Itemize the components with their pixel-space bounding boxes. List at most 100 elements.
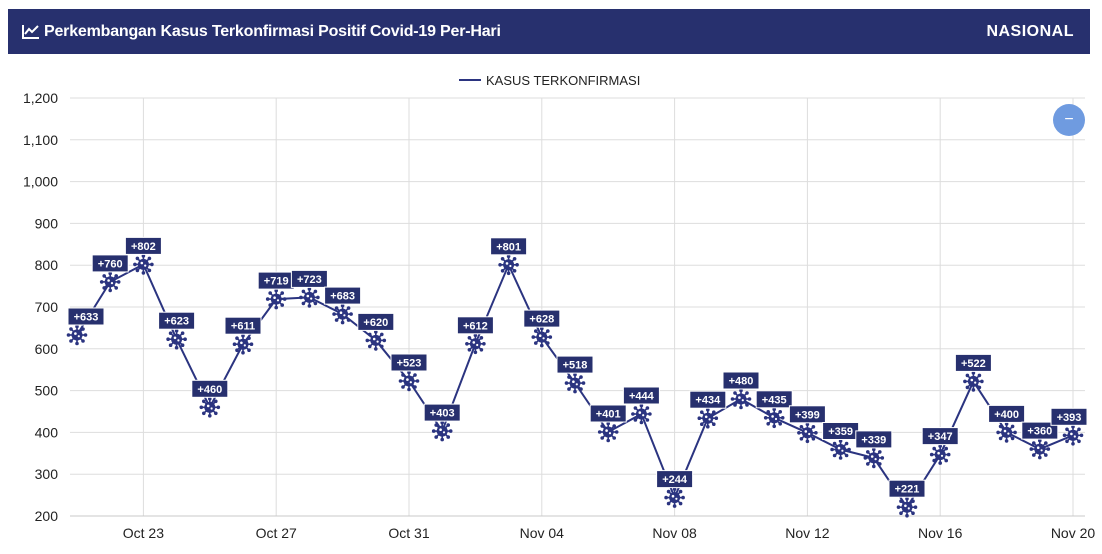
markers [66, 254, 1084, 518]
x-tick-label: Nov 04 [520, 525, 565, 541]
zoom-out-button[interactable]: − [1053, 104, 1085, 136]
svg-text:+400: +400 [994, 409, 1019, 421]
svg-text:+460: +460 [197, 384, 222, 396]
virus-icon [797, 422, 818, 444]
virus-icon [996, 422, 1017, 443]
virus-icon [763, 407, 785, 429]
virus-icon [265, 288, 287, 310]
svg-text:+403: +403 [430, 408, 455, 420]
virus-icon [664, 487, 685, 508]
virus-icon [963, 371, 984, 392]
data-label: +399 [788, 405, 826, 424]
svg-text:+221: +221 [895, 484, 920, 496]
svg-text:+628: +628 [529, 314, 554, 326]
y-axis: 200 300 400 500 600 700 800 900 1,000 1,100 1,200 [23, 90, 58, 524]
y-tick-label: 200 [35, 508, 59, 524]
data-label: +360 [1021, 421, 1059, 440]
data-label: +393 [1050, 407, 1088, 426]
virus-icon [66, 324, 88, 346]
svg-text:+359: +359 [828, 426, 853, 438]
x-tick-label: Nov 08 [652, 525, 697, 541]
svg-text:+801: +801 [496, 241, 521, 253]
data-label: +244 [656, 470, 694, 489]
virus-icon [730, 388, 752, 410]
virus-icon [299, 287, 320, 308]
svg-text:+612: +612 [463, 320, 488, 332]
svg-text:+518: +518 [563, 360, 588, 372]
virus-icon [232, 333, 254, 355]
virus-icon [929, 444, 951, 465]
x-tick-label: Nov 12 [785, 525, 830, 541]
svg-text:+360: +360 [1027, 426, 1052, 438]
data-label: +434 [689, 390, 727, 409]
y-tick-label: 900 [35, 215, 59, 231]
svg-text:+522: +522 [961, 358, 986, 370]
svg-text:+435: +435 [762, 394, 787, 406]
x-axis: Oct 23 Oct 27 Oct 31 Nov 04 Nov 08 Nov 12 Nov … [123, 525, 1096, 541]
svg-text:+760: +760 [98, 258, 123, 270]
data-label: +633 [67, 307, 105, 326]
y-tick-label: 600 [35, 341, 59, 357]
data-label: +612 [456, 316, 494, 335]
virus-icon [1029, 438, 1051, 460]
svg-text:+244: +244 [662, 474, 688, 486]
x-tick-label: Oct 31 [388, 525, 429, 541]
virus-icon [597, 421, 619, 443]
data-label: +802 [124, 236, 162, 255]
svg-text:+339: +339 [861, 434, 886, 446]
virus-icon [697, 407, 719, 429]
virus-icon [564, 372, 586, 394]
data-label: +620 [357, 312, 395, 331]
virus-icon [863, 447, 885, 469]
data-label: +444 [622, 386, 660, 405]
svg-text:+723: +723 [297, 274, 322, 286]
x-tick-label: Oct 23 [123, 525, 164, 541]
data-label: +221 [888, 479, 926, 498]
svg-text:+523: +523 [397, 358, 422, 370]
data-label: +623 [158, 311, 196, 330]
data-label: +522 [954, 353, 992, 372]
virus-icon [498, 254, 519, 276]
data-label: +723 [290, 269, 328, 288]
y-tick-label: 800 [35, 257, 59, 273]
chart-title: Perkembangan Kasus Terkonfirmasi Positif… [44, 22, 501, 40]
data-label: +719 [257, 271, 295, 290]
y-tick-label: 1,000 [23, 174, 58, 190]
data-label: +347 [921, 427, 959, 446]
data-label: +401 [589, 404, 627, 423]
svg-text:+620: +620 [363, 317, 388, 329]
virus-icon [830, 439, 851, 460]
data-label: +403 [423, 403, 461, 422]
data-label: +359 [822, 422, 860, 440]
data-label: +683 [324, 286, 362, 305]
virus-icon [431, 420, 453, 442]
data-labels: +633 +760 +802 +623 +460 +611 +719 +723 +683 +620… [67, 236, 1088, 498]
data-label: +523 [390, 353, 428, 372]
svg-text:+393: +393 [1057, 412, 1082, 424]
y-tick-label: 700 [35, 299, 59, 315]
legend[interactable]: KASUS TERKONFIRMASI [459, 73, 640, 88]
virus-icon [398, 370, 420, 392]
data-label: +611 [224, 316, 262, 335]
svg-text:+623: +623 [164, 316, 189, 328]
virus-icon [332, 303, 353, 325]
x-tick-label: Oct 27 [256, 525, 297, 541]
line-chart-icon [22, 24, 39, 39]
virus-icon [166, 328, 187, 350]
virus-icon [1062, 425, 1084, 446]
legend-label: KASUS TERKONFIRMASI [486, 73, 640, 88]
virus-icon [465, 333, 486, 355]
y-tick-label: 1,100 [23, 132, 58, 148]
data-label: +339 [855, 430, 893, 449]
svg-text:+480: +480 [729, 376, 754, 388]
svg-text:+444: +444 [629, 391, 655, 403]
region-label: NASIONAL [986, 22, 1074, 40]
virus-icon [133, 254, 154, 275]
svg-text:+399: +399 [795, 409, 820, 421]
y-tick-label: 300 [35, 466, 59, 482]
data-label: +801 [490, 237, 528, 256]
y-tick-label: 400 [35, 424, 59, 440]
data-label: +480 [722, 371, 760, 390]
data-label: +760 [91, 254, 129, 273]
